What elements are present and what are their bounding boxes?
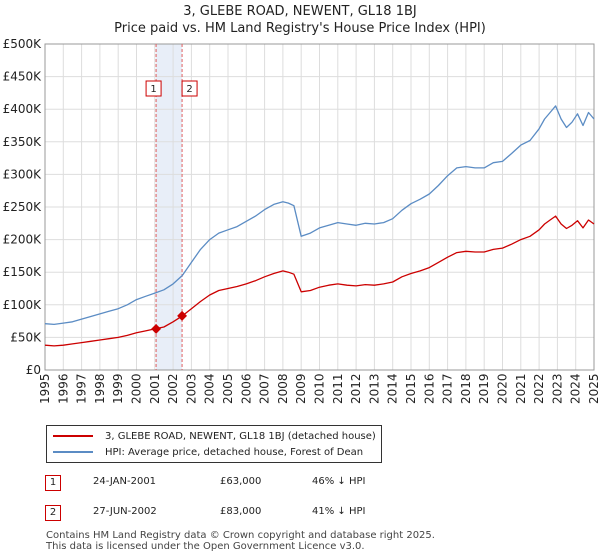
footer-licence: This data is licensed under the Open Gov… (46, 541, 365, 552)
y-tick-label: £100K (3, 298, 43, 312)
x-tick-label: 2016 (422, 373, 436, 404)
x-tick-label: 1996 (56, 373, 70, 404)
x-tick-label: 2014 (386, 373, 400, 404)
sale-number-badge: 1 (45, 475, 61, 491)
y-tick-label: £250K (3, 200, 43, 214)
x-tick-label: 2012 (349, 373, 363, 404)
sale-price: £83,000 (220, 506, 262, 517)
y-tick-label: £450K (3, 70, 43, 84)
x-tick-label: 2010 (313, 373, 327, 404)
x-tick-label: 2025 (587, 373, 600, 404)
sale-label-number: 2 (186, 84, 192, 95)
footer: Contains HM Land Registry data © Crown c… (46, 530, 435, 552)
sale-point (177, 310, 188, 321)
x-tick-label: 1997 (75, 373, 89, 404)
series-line-property (44, 215, 595, 347)
x-tick-label: 2004 (203, 373, 217, 404)
plot-frame (44, 43, 595, 371)
sale-date: 27-JUN-2002 (93, 506, 157, 517)
sale-price: £63,000 (220, 476, 262, 487)
sale-number-badge: 2 (45, 505, 61, 521)
x-tick-label: 2005 (221, 373, 235, 404)
x-tick-label: 2009 (294, 373, 308, 404)
x-tick-label: 2015 (404, 373, 418, 404)
x-tick-label: 2021 (514, 373, 528, 404)
legend-swatch-hpi (53, 451, 93, 453)
legend-item-property: 3, GLEBE ROAD, NEWENT, GL18 1BJ (detache… (53, 428, 376, 444)
legend-swatch-property (53, 435, 93, 437)
y-tick-label: £350K (3, 135, 43, 149)
x-tick-label: 1995 (38, 373, 52, 404)
y-tick-label: £0 (26, 363, 41, 377)
x-tick-label: 2020 (496, 373, 510, 404)
y-tick-label: £150K (3, 265, 43, 279)
y-tick-label: £50K (10, 330, 42, 344)
x-tick-label: 2022 (532, 373, 546, 404)
x-tick-label: 2000 (130, 373, 144, 404)
price-chart: £0 £50K £100K £150K £200K £250K £300K £350K £400… (3, 37, 600, 404)
x-tick-label: 2023 (550, 373, 564, 404)
x-tick-label: 2013 (367, 373, 381, 404)
chart-title: 3, GLEBE ROAD, NEWENT, GL18 1BJ (183, 4, 417, 19)
y-tick-label: £400K (3, 102, 43, 116)
series-line-hpi (44, 105, 595, 326)
x-tick-label: 2008 (276, 373, 290, 404)
y-tick-label: £200K (3, 233, 43, 247)
x-tick-label: 1999 (111, 373, 125, 404)
footer-copyright: Contains HM Land Registry data © Crown c… (46, 530, 435, 541)
x-tick-label: 2003 (184, 373, 198, 404)
x-tick-label: 2001 (148, 373, 162, 404)
sale-point (151, 323, 162, 334)
sale-date: 24-JAN-2001 (93, 476, 157, 487)
legend-item-hpi: HPI: Average price, detached house, Fore… (53, 444, 363, 460)
x-tick-label: 2002 (166, 373, 180, 404)
y-tick-label: £300K (3, 167, 43, 181)
sale-label-box (181, 80, 198, 97)
sale-label-box (145, 80, 162, 97)
x-tick-label: 2006 (239, 373, 253, 404)
y-tick-label: £500K (3, 37, 43, 51)
legend-label-hpi: HPI: Average price, detached house, Fore… (105, 446, 364, 458)
legend: 3, GLEBE ROAD, NEWENT, GL18 1BJ (detache… (46, 425, 382, 463)
x-tick-label: 2024 (569, 373, 583, 404)
x-tick-label: 2011 (331, 373, 345, 404)
legend-label-property: 3, GLEBE ROAD, NEWENT, GL18 1BJ (detache… (105, 430, 376, 442)
x-tick-label: 2018 (459, 373, 473, 404)
x-tick-label: 2019 (477, 373, 491, 404)
x-tick-label: 1998 (93, 373, 107, 404)
sale-label-number: 1 (150, 84, 156, 95)
x-tick-label: 2017 (441, 373, 455, 404)
chart-subtitle: Price paid vs. HM Land Registry's House … (114, 21, 486, 36)
sale-hpi-diff: 41% ↓ HPI (312, 506, 366, 517)
sale-hpi-diff: 46% ↓ HPI (312, 476, 366, 487)
x-tick-label: 2007 (258, 373, 272, 404)
